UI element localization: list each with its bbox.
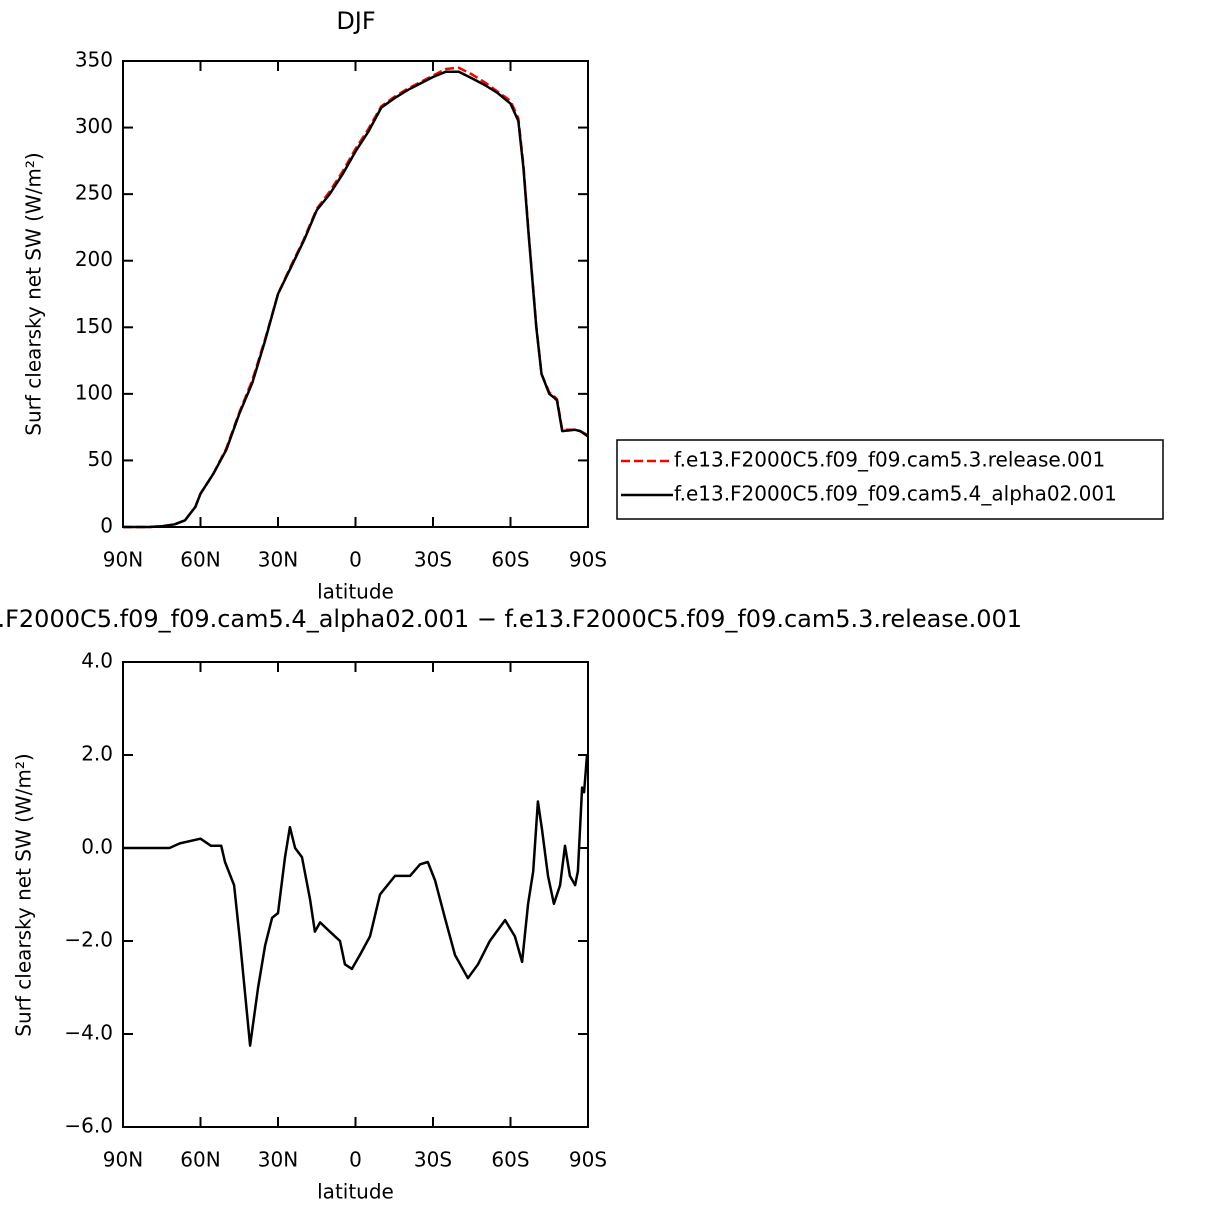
y-tick-label: 2.0 xyxy=(81,742,113,766)
y-tick-label: 350 xyxy=(75,48,113,72)
plot-frame xyxy=(122,661,589,1128)
x-tick-label: 30S xyxy=(414,548,452,572)
x-tick-label: 60S xyxy=(491,1148,529,1172)
data-line xyxy=(123,66,589,529)
x-tick-label: 60N xyxy=(180,1148,220,1172)
x-tick-label: 60N xyxy=(180,548,220,572)
y-tick-label: −4.0 xyxy=(64,1021,113,1045)
legend-label: f.e13.F2000C5.f09_f09.cam5.3.release.001 xyxy=(674,448,1105,472)
y-axis-label: Surf clearsky net SW (W/m²) xyxy=(12,753,36,1036)
x-tick-label: 90N xyxy=(103,1148,143,1172)
x-axis-label: latitude xyxy=(317,580,394,604)
chart-title: DJF xyxy=(336,7,375,35)
x-tick-label: 60S xyxy=(491,548,529,572)
x-tick-label: 30S xyxy=(414,1148,452,1172)
y-tick-label: −6.0 xyxy=(64,1114,113,1138)
chart-title: f.e13.F2000C5.f09_f09.cam5.4_alpha02.001… xyxy=(0,605,1022,633)
x-tick-label: 90S xyxy=(569,1148,607,1172)
x-tick-label: 0 xyxy=(349,548,362,572)
legend-box xyxy=(616,439,1164,520)
y-tick-label: −2.0 xyxy=(64,928,113,952)
x-tick-label: 30N xyxy=(258,548,298,572)
y-tick-label: 50 xyxy=(88,447,113,471)
y-tick-label: 100 xyxy=(75,380,113,404)
x-tick-label: 30N xyxy=(258,1148,298,1172)
y-tick-label: 300 xyxy=(75,114,113,138)
data-line xyxy=(123,70,589,529)
x-tick-label: 90S xyxy=(569,548,607,572)
y-tick-label: 150 xyxy=(75,314,113,338)
y-tick-label: 200 xyxy=(75,247,113,271)
y-tick-label: 250 xyxy=(75,181,113,205)
x-axis-label: latitude xyxy=(317,1180,394,1204)
x-tick-label: 0 xyxy=(349,1148,362,1172)
y-tick-label: 0 xyxy=(100,514,113,538)
y-tick-label: 4.0 xyxy=(81,649,113,673)
data-line xyxy=(123,754,589,1047)
x-tick-label: 90N xyxy=(103,548,143,572)
y-tick-label: 0.0 xyxy=(81,835,113,859)
y-axis-label: Surf clearsky net SW (W/m²) xyxy=(22,152,46,435)
legend-label: f.e13.F2000C5.f09_f09.cam5.4_alpha02.001 xyxy=(674,482,1117,506)
